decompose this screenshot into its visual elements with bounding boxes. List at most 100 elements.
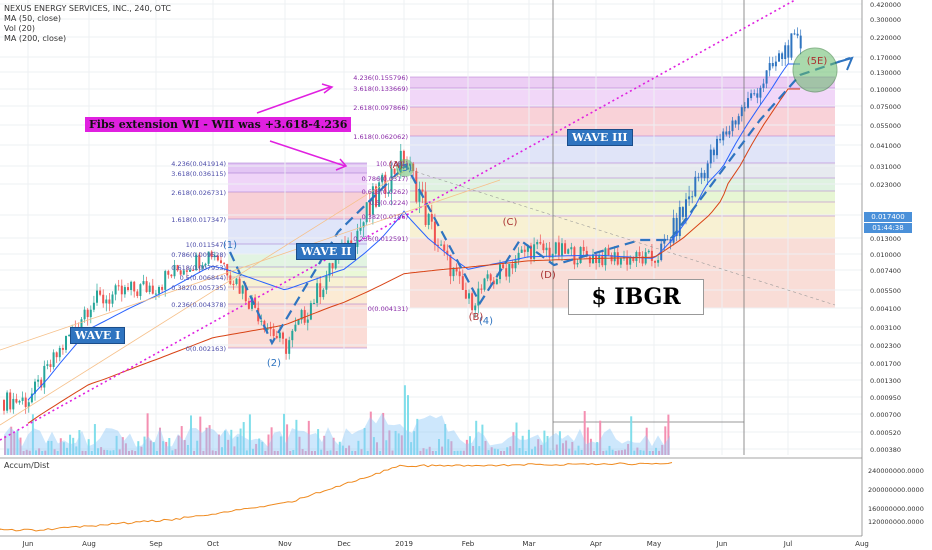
candle-body [598,255,601,264]
candle-body [204,263,207,266]
volume-bar [534,446,537,455]
price-tick-label: 0.005500 [870,287,901,295]
volume-bar [276,450,279,455]
volume-bar [59,438,62,455]
candle-body [629,258,632,265]
price-tick-label: 0.000520 [870,429,901,437]
volume-bar [75,446,78,455]
arrow-down [269,140,348,171]
candle-body [542,243,545,251]
volume-bar [137,441,140,455]
volume-bar [273,450,276,455]
volume-bar [586,427,589,455]
candle-body [18,400,21,403]
volume-bar [478,446,481,455]
volume-bar [493,448,496,455]
volume-bar [87,439,90,455]
candle-body [167,271,170,275]
fib2-label: 0.236(0.012591) [353,235,408,243]
candle-body [784,45,787,59]
candle-body [421,189,424,192]
volume-bar [317,429,320,455]
candle-body [796,33,799,36]
candle-body [523,249,526,252]
candle-body [278,332,281,339]
candle-body [685,199,687,217]
candle-body [536,242,539,245]
candle-body [179,270,182,275]
candle-body [123,287,126,295]
study-ma50[interactable]: MA (50, close) [4,14,62,23]
candle-body [198,254,201,269]
volume-bar [90,450,93,455]
volume-bar [372,437,375,455]
study-ma200[interactable]: MA (200, close) [4,34,67,43]
price-tick-label: 0.130000 [870,69,901,77]
volume-bar [515,422,518,455]
volume-bar [31,414,34,455]
candle-body [778,53,780,62]
volume-bar [283,413,285,455]
volume-ma-area [4,413,670,455]
candle-body [365,202,368,223]
bar-countdown: 01:44:38 [864,223,912,233]
study-volume[interactable]: Vol (20) [4,24,35,33]
wave-count-label: (D) [540,270,556,281]
candle-body [486,274,489,279]
candle-body [492,280,495,285]
volume-bar [140,446,143,455]
candle-body [737,116,740,125]
volume-bar [69,434,72,455]
volume-bar [109,450,112,455]
volume-bar [152,442,155,455]
volume-bar [162,441,165,455]
candle-body [728,131,731,135]
candle-body [154,293,157,295]
candle-body [564,243,567,254]
volume-bar [549,450,552,455]
price-tick-label: 0.170000 [870,54,901,62]
chart-labels: 4.236(0.041914) 3.618(0.036115) 2.618(0.02… [171,56,827,369]
price-tick-label: 0.003100 [870,324,901,332]
time-tick-label: Oct [207,540,219,548]
candle-body [440,244,443,246]
candle-body [716,138,718,156]
candle-body [477,288,480,306]
time-axis-bg [0,536,932,550]
volume-bar [193,450,196,455]
candle-body [170,274,173,277]
volume-bar [131,450,134,455]
time-tick-label: Apr [590,540,602,548]
candle-body [316,283,319,303]
candle-body [774,61,777,67]
price-tick-label: 0.001700 [870,360,901,368]
candle-body [306,319,309,323]
candle-body [455,267,458,272]
candle-body [641,256,644,264]
volume-bar [47,440,50,455]
candle-body [378,182,381,207]
candle-body [678,207,681,237]
volume-bar [341,445,344,455]
channel-line [0,169,407,426]
fib2-label: 3.618(0.133669) [353,85,408,93]
indicator-title[interactable]: Accum/Dist [4,461,50,470]
candle-body [272,329,275,336]
volume-bar [53,449,56,455]
fib1-zone [228,287,367,304]
candle-body [663,239,666,244]
accum-dist-line [0,462,673,532]
volume-bar [602,450,605,455]
volume-bar [558,431,561,455]
volume-bar [183,440,186,455]
volume-bar [369,411,372,455]
volume-bar [134,450,137,455]
candle-body [731,120,734,132]
price-tick-label: 0.100000 [870,86,901,94]
volume-bar [155,450,158,455]
candle-body [520,249,523,253]
candle-body [576,262,579,265]
volume-bar [307,420,310,455]
candle-body [533,244,536,259]
